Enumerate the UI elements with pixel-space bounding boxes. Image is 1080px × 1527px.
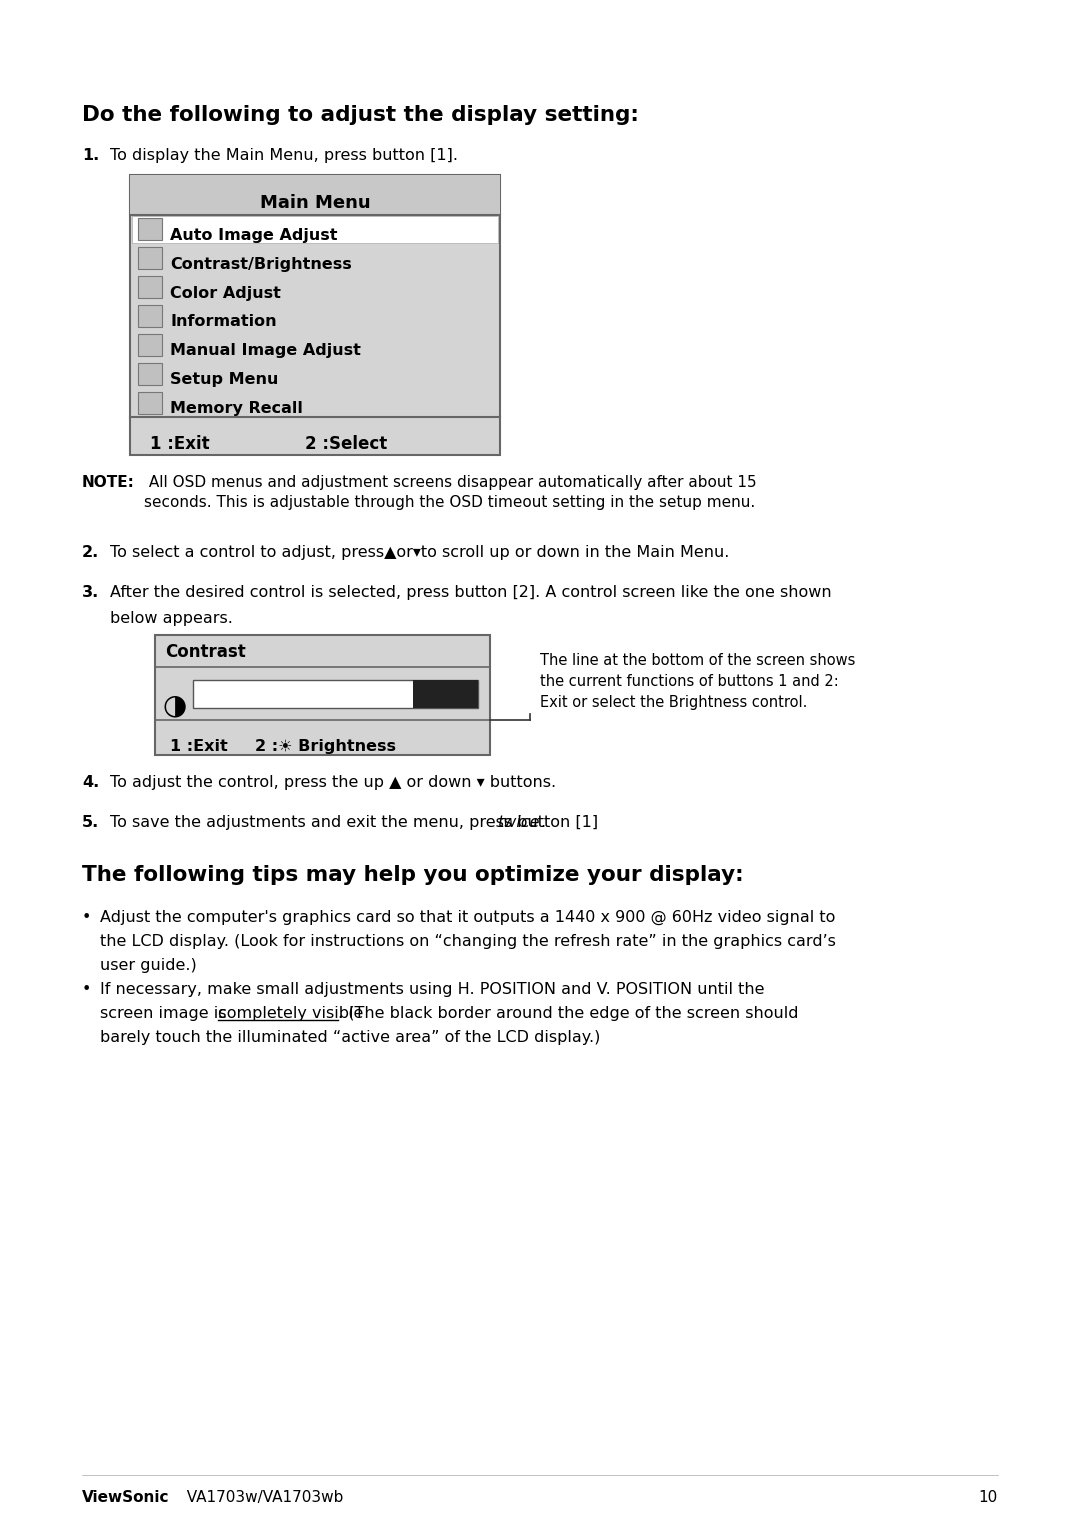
- Text: user guide.): user guide.): [100, 957, 197, 973]
- Bar: [138, 305, 162, 327]
- Bar: [193, 680, 478, 707]
- Text: To select a control to adjust, press▲or▾to scroll up or down in the Main Menu.: To select a control to adjust, press▲or▾…: [110, 545, 729, 560]
- Text: 10: 10: [978, 1490, 998, 1506]
- Text: screen image is: screen image is: [100, 1006, 231, 1022]
- Text: 5.: 5.: [82, 815, 99, 831]
- Text: •: •: [82, 982, 92, 997]
- Text: 4.: 4.: [82, 776, 99, 789]
- Text: Auto Image Adjust: Auto Image Adjust: [170, 228, 337, 243]
- Text: below appears.: below appears.: [110, 611, 233, 626]
- Text: Contrast: Contrast: [165, 643, 246, 661]
- Bar: [130, 176, 500, 455]
- Bar: [132, 215, 498, 243]
- Text: Main Menu: Main Menu: [259, 194, 370, 212]
- Bar: [130, 176, 500, 215]
- Text: 3.: 3.: [82, 585, 99, 600]
- Text: The line at the bottom of the screen shows
the current functions of buttons 1 an: The line at the bottom of the screen sho…: [540, 654, 855, 710]
- Text: 2 :Select: 2 :Select: [305, 435, 388, 454]
- Bar: [138, 276, 162, 298]
- Text: Contrast/Brightness: Contrast/Brightness: [170, 257, 352, 272]
- Text: After the desired control is selected, press button [2]. A control screen like t: After the desired control is selected, p…: [110, 585, 832, 600]
- Text: . (The black border around the edge of the screen should: . (The black border around the edge of t…: [338, 1006, 798, 1022]
- Text: Memory Recall: Memory Recall: [170, 402, 302, 415]
- Text: The following tips may help you optimize your display:: The following tips may help you optimize…: [82, 864, 744, 886]
- Text: VA1703w/VA1703wb: VA1703w/VA1703wb: [177, 1490, 343, 1506]
- Text: To display the Main Menu, press button [1].: To display the Main Menu, press button […: [110, 148, 458, 163]
- Bar: [138, 247, 162, 269]
- Bar: [138, 363, 162, 385]
- Text: ViewSonic: ViewSonic: [82, 1490, 170, 1506]
- Text: Adjust the computer's graphics card so that it outputs a 1440 x 900 @ 60Hz video: Adjust the computer's graphics card so t…: [100, 910, 835, 925]
- Text: If necessary, make small adjustments using H. POSITION and V. POSITION until the: If necessary, make small adjustments usi…: [100, 982, 765, 997]
- Text: 2.: 2.: [82, 545, 99, 560]
- Text: ◑: ◑: [163, 692, 187, 719]
- Text: 1 :Exit: 1 :Exit: [170, 739, 228, 754]
- Text: 2 :☀ Brightness: 2 :☀ Brightness: [255, 739, 396, 754]
- Text: twice: twice: [498, 815, 540, 831]
- Bar: [413, 680, 478, 707]
- Text: Manual Image Adjust: Manual Image Adjust: [170, 344, 361, 359]
- Text: 1 :Exit: 1 :Exit: [150, 435, 210, 454]
- Bar: [156, 635, 490, 754]
- Text: To save the adjustments and exit the menu, press button [1]: To save the adjustments and exit the men…: [110, 815, 604, 831]
- Text: •: •: [82, 910, 92, 925]
- Text: the LCD display. (Look for instructions on “changing the refresh rate” in the gr: the LCD display. (Look for instructions …: [100, 935, 836, 948]
- Text: Color Adjust: Color Adjust: [170, 286, 281, 301]
- Text: .: .: [540, 815, 545, 831]
- Text: Setup Menu: Setup Menu: [170, 373, 279, 388]
- Text: All OSD menus and adjustment screens disappear automatically after about 15
seco: All OSD menus and adjustment screens dis…: [144, 475, 757, 510]
- Bar: [138, 218, 162, 240]
- Text: Do the following to adjust the display setting:: Do the following to adjust the display s…: [82, 105, 639, 125]
- Text: To adjust the control, press the up ▲ or down ▾ buttons.: To adjust the control, press the up ▲ or…: [110, 776, 556, 789]
- Text: 1.: 1.: [82, 148, 99, 163]
- Bar: [138, 334, 162, 356]
- Bar: [138, 391, 162, 414]
- Text: completely visible: completely visible: [218, 1006, 363, 1022]
- Text: barely touch the illuminated “active area” of the LCD display.): barely touch the illuminated “active are…: [100, 1031, 600, 1044]
- Text: NOTE:: NOTE:: [82, 475, 135, 490]
- Text: Information: Information: [170, 315, 276, 330]
